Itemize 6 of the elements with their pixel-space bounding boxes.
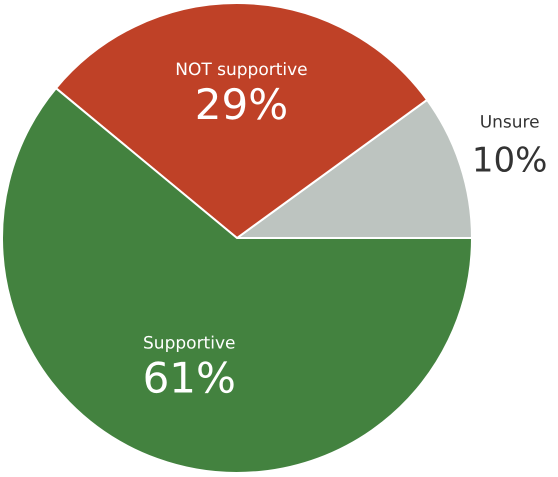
data-label: 29% bbox=[194, 80, 288, 130]
slice-label: Unsure bbox=[480, 112, 540, 132]
data-label: 61% bbox=[142, 354, 236, 403]
slice-label: Supportive bbox=[143, 334, 236, 354]
slice-label: NOT supportive bbox=[175, 60, 308, 80]
data-label: 10% bbox=[472, 140, 548, 180]
